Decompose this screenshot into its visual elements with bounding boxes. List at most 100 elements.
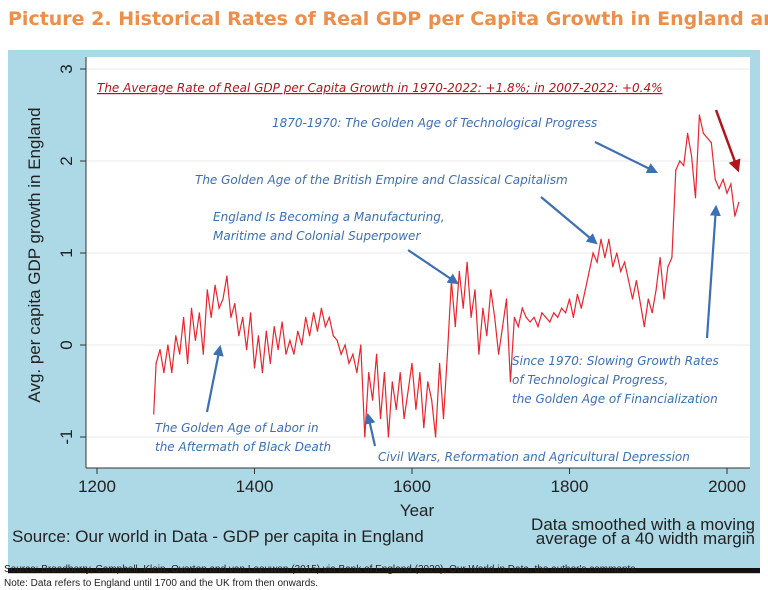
data-point (206, 289, 208, 291)
data-point (379, 418, 382, 420)
data-point (553, 312, 555, 314)
data-point (249, 312, 252, 314)
data-point (194, 339, 197, 341)
data-point (360, 344, 362, 346)
data-point (246, 349, 248, 351)
data-point (458, 270, 460, 272)
data-point (273, 326, 275, 328)
data-point (486, 335, 488, 337)
data-point (214, 284, 216, 286)
data-point (498, 353, 500, 355)
annotation-arrows (205, 141, 721, 447)
data-point (222, 298, 224, 300)
page-title: Picture 2. Historical Rates of Real GDP … (8, 8, 768, 30)
footer-source: Source: Broadberry, Campbell, Klein, Ove… (4, 564, 638, 575)
data-point (714, 178, 716, 180)
data-point (501, 326, 504, 328)
data-point (316, 330, 319, 332)
data-point (580, 307, 582, 309)
footer-note: Note: Data refers to England until 1700 … (4, 578, 318, 589)
data-point (537, 326, 539, 328)
data-point (478, 353, 480, 355)
data-point (218, 307, 220, 309)
smoothing-note-2: average of a 40 width margin (536, 529, 755, 548)
data-point (612, 266, 614, 268)
data-point (340, 353, 342, 355)
data-point (289, 339, 291, 341)
data-point (525, 316, 527, 318)
data-point (442, 418, 445, 420)
x-axis-label: Year (400, 501, 435, 520)
data-point (407, 390, 409, 392)
y-tick-label: 1 (57, 248, 76, 257)
data-point (639, 303, 641, 305)
data-point (167, 344, 169, 346)
data-point (186, 362, 189, 364)
data-point (521, 307, 523, 309)
data-point (568, 298, 571, 300)
data-point (722, 178, 724, 180)
data-point (328, 316, 330, 318)
data-point (667, 266, 669, 268)
data-point (694, 197, 697, 199)
data-point (470, 316, 472, 318)
data-point (675, 169, 677, 171)
data-point (277, 349, 279, 351)
data-point (301, 344, 303, 346)
data-point (391, 381, 393, 383)
red-arrow-icon (714, 109, 741, 173)
data-point (659, 257, 661, 259)
data-point (687, 132, 689, 134)
data-point (671, 257, 673, 259)
data-point (375, 353, 378, 355)
data-point (564, 312, 567, 314)
data-point (494, 316, 496, 318)
data-point (624, 261, 626, 263)
data-point (155, 362, 157, 364)
data-point (305, 316, 307, 318)
y-axis-label: Avg. per capita GDP growth in England (25, 107, 44, 402)
data-point (297, 330, 299, 332)
data-point (690, 155, 693, 157)
data-point (411, 362, 413, 364)
annotation-tech: 1870-1970: The Golden Age of Technologic… (272, 116, 597, 130)
data-point (738, 201, 740, 203)
data-point (631, 298, 634, 300)
data-point (616, 252, 618, 254)
data-point (285, 353, 287, 355)
x-tick-label: 2000 (708, 477, 746, 496)
annotation-since-3: the Golden Age of Financialization (512, 392, 718, 406)
data-point (364, 436, 366, 438)
data-point (372, 399, 374, 401)
data-point (533, 316, 535, 318)
data-point (383, 372, 386, 374)
data-point (718, 188, 720, 190)
arrow-icon (705, 204, 721, 339)
data-point (462, 307, 464, 309)
data-point (627, 280, 630, 282)
data-point (730, 183, 732, 185)
data-point (352, 353, 354, 355)
data-point (399, 372, 401, 374)
data-point (387, 436, 389, 438)
data-point (655, 289, 657, 291)
data-point (242, 316, 244, 318)
bottom-bar (8, 568, 760, 573)
data-point (647, 298, 649, 300)
annotation-labor-2: the Aftermath of Black Death (155, 440, 331, 454)
data-point (269, 362, 271, 364)
data-point (702, 132, 704, 134)
data-point (572, 316, 575, 318)
data-point (368, 372, 370, 374)
data-point (324, 326, 326, 328)
data-point (163, 372, 165, 374)
data-point (482, 307, 484, 309)
data-point (423, 427, 425, 429)
data-point (698, 114, 701, 116)
arrow-icon (205, 344, 224, 413)
data-point (175, 335, 177, 337)
data-point (309, 335, 311, 337)
data-point (336, 339, 338, 341)
arrow-icon (594, 141, 658, 174)
data-point (435, 436, 437, 438)
